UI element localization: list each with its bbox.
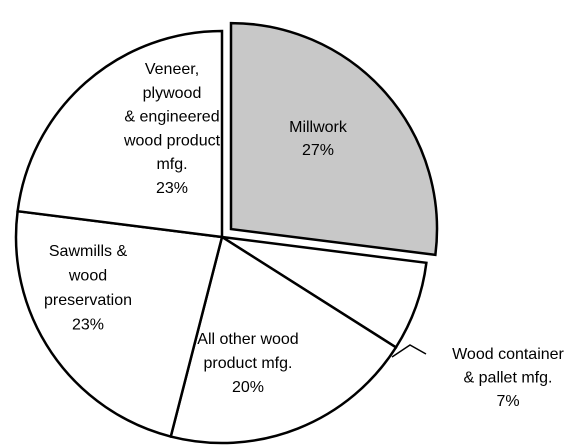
pie-slice	[16, 29, 224, 239]
slice-label: Sawmills & wood preservation	[44, 243, 132, 309]
value-label: 7%	[496, 393, 519, 410]
value-label: 23%	[156, 180, 188, 197]
slice-label: All other wood product mfg.	[197, 331, 298, 372]
pie-slice	[14, 209, 224, 439]
leader-line	[391, 344, 427, 358]
pie-slice	[229, 21, 439, 257]
pie-slice	[169, 235, 398, 445]
slice-label: Millwork	[289, 119, 348, 136]
slice-label: Wood container & pallet mfg.	[452, 346, 564, 387]
value-label: 27%	[302, 142, 334, 159]
slice-label: Veneer, plywood & engineered wood product mf…	[123, 61, 221, 173]
value-label: 20%	[232, 379, 264, 396]
value-label: 23%	[72, 317, 104, 334]
